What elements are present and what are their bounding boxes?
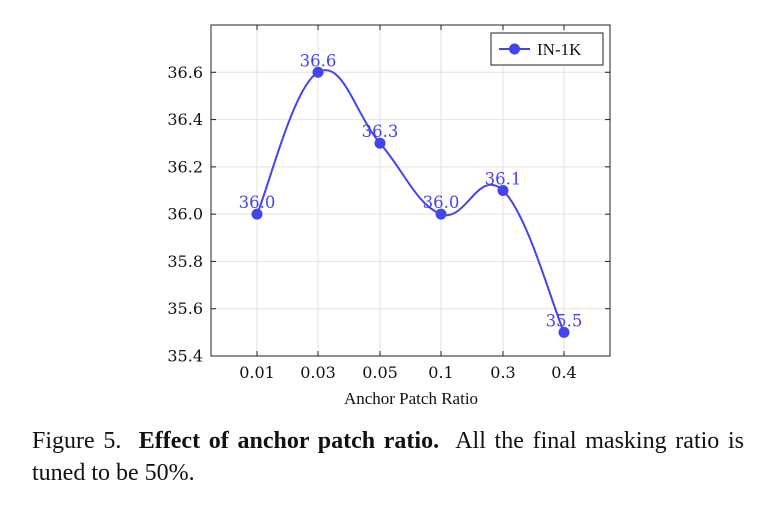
x-tick-label-5: 0.4 — [551, 363, 576, 382]
legend-marker-sample — [509, 43, 520, 55]
x-axis-tick-labels: 0.01 0.03 0.05 0.1 0.3 0.4 — [239, 363, 577, 382]
data-label-layer: 36.0 36.6 36.3 36.0 36.1 35.5 — [239, 51, 583, 330]
series-line-in-1k — [256, 69, 565, 333]
data-point-3 — [435, 208, 447, 220]
plot-frame — [210, 24, 611, 357]
caption-figure-label: Figure 5. — [32, 428, 122, 454]
data-label-1: 36.6 — [300, 51, 337, 70]
legend-label: IN-1K — [537, 40, 582, 59]
caption-title: Effect of anchor patch ratio. — [138, 428, 440, 454]
data-label-4: 36.1 — [485, 170, 522, 189]
y-tick-label-2: 35.8 — [167, 252, 203, 271]
y-tick-label-4: 36.2 — [167, 157, 203, 176]
data-point-2 — [374, 137, 386, 149]
data-point-5 — [558, 326, 570, 338]
data-label-5: 35.5 — [546, 311, 583, 330]
y-tick-label-5: 36.4 — [167, 110, 203, 129]
data-point-4 — [497, 185, 509, 196]
axis-ticks — [211, 25, 610, 357]
y-tick-label-6: 36.6 — [167, 63, 203, 82]
x-tick-label-2: 0.05 — [362, 363, 398, 382]
x-tick-label-3: 0.1 — [428, 363, 453, 382]
y-tick-label-0: 35.4 — [167, 347, 203, 366]
y-tick-label-1: 35.6 — [167, 299, 203, 318]
data-point-0 — [251, 208, 263, 220]
series-layer — [256, 69, 565, 333]
legend: IN-1K — [490, 32, 604, 66]
x-axis-title: Anchor Patch Ratio — [344, 389, 478, 408]
y-tick-label-3: 36.0 — [167, 205, 203, 224]
data-label-3: 36.0 — [423, 193, 460, 212]
y-axis-tick-labels: 35.4 35.6 35.8 36.0 36.2 36.4 36.6 — [167, 63, 203, 366]
x-tick-label-1: 0.03 — [300, 363, 336, 382]
figure-caption: Figure 5. Effect of anchor patch ratio. … — [32, 425, 744, 489]
marker-layer — [251, 66, 570, 338]
grid-lines — [211, 25, 610, 356]
x-tick-label-0: 0.01 — [239, 363, 275, 382]
data-label-0: 36.0 — [239, 193, 276, 212]
caption-text: All the final masking ratio is tuned to … — [32, 428, 744, 486]
data-label-2: 36.3 — [362, 122, 399, 141]
line-chart: 36.0 36.6 36.3 36.0 36.1 35.5 0.01 0.03 0.05 0.1… — [167, 24, 611, 408]
data-point-1 — [312, 66, 324, 78]
x-tick-label-4: 0.3 — [490, 363, 515, 382]
